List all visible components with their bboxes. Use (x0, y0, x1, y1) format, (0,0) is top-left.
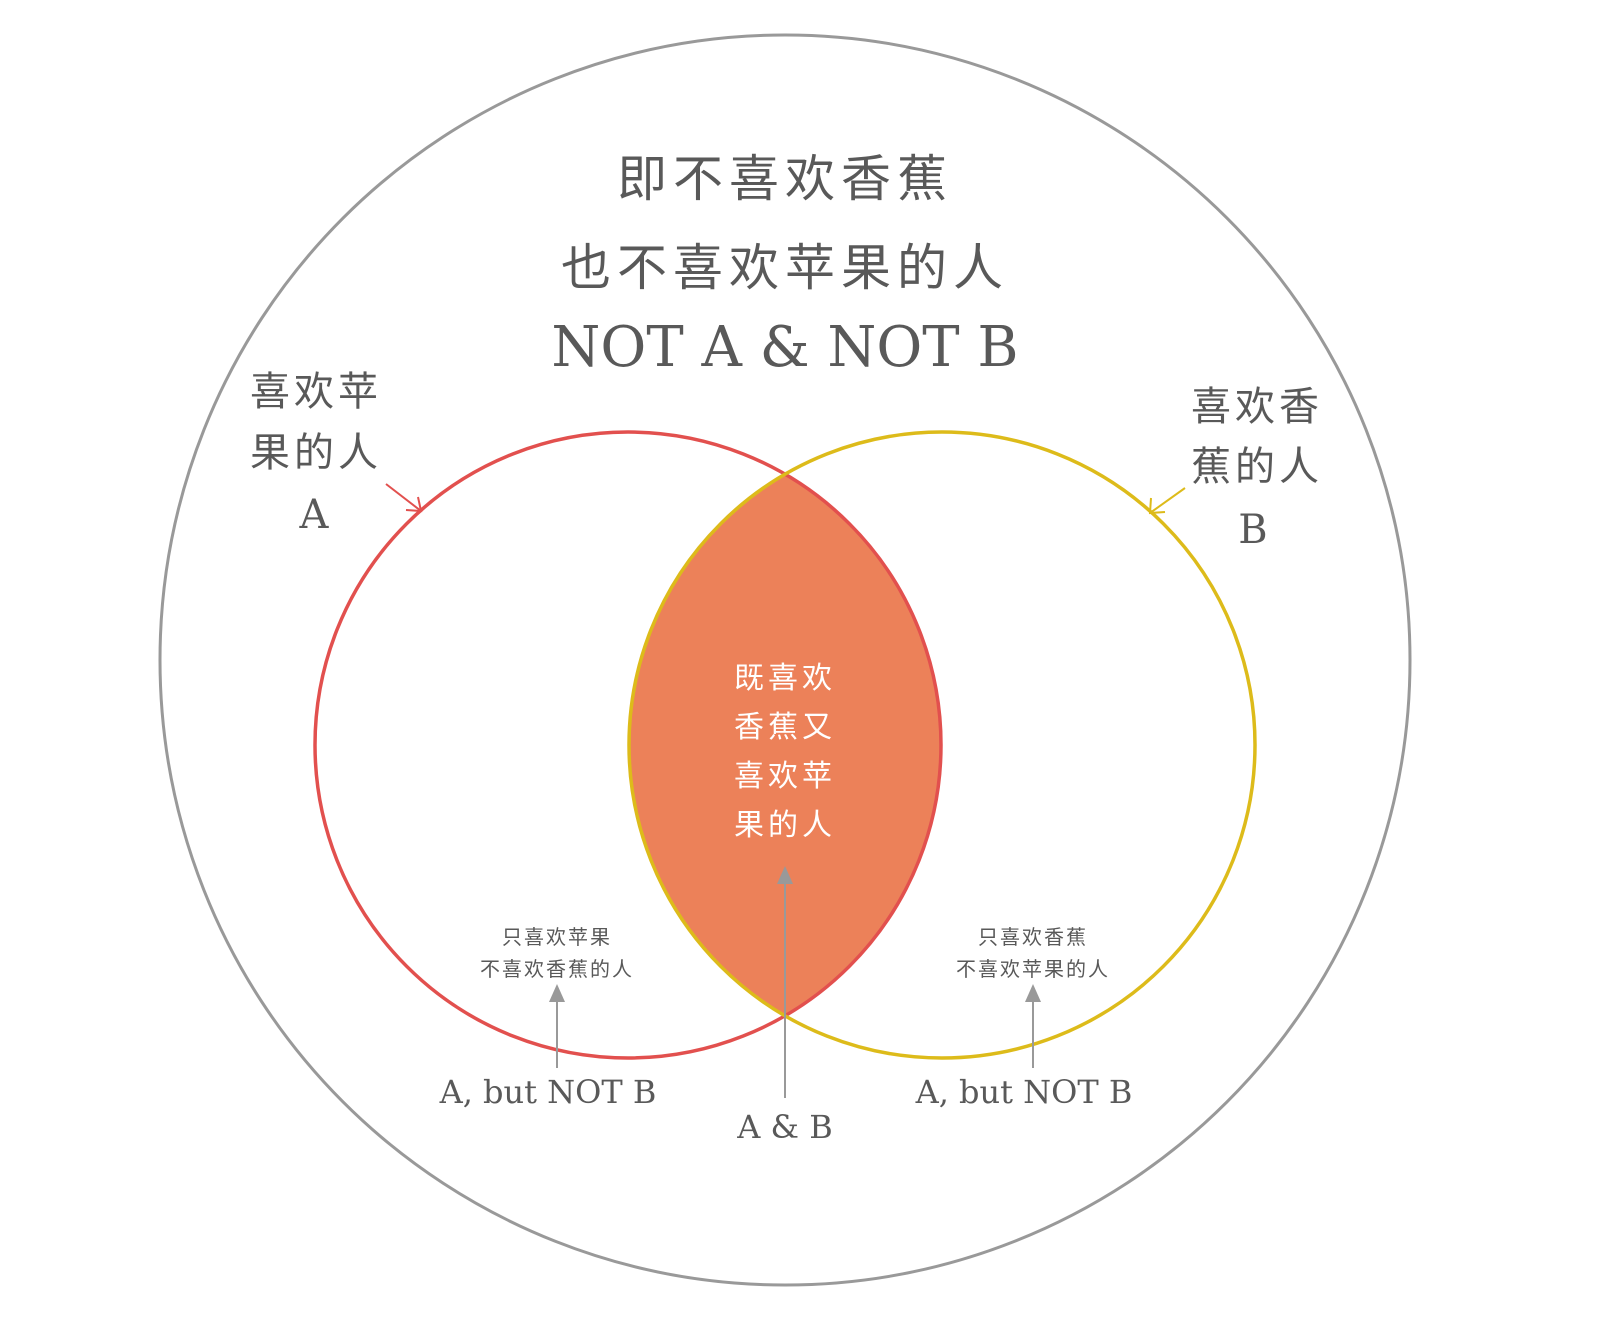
only-a-arrow (549, 984, 565, 1068)
set-a-arrow (385, 483, 423, 513)
intersection-formula: A & B (736, 1108, 832, 1146)
intersection-label-line3: 喜欢苹 (734, 759, 836, 794)
set-b-label-line1: 喜欢香 (1191, 384, 1323, 430)
set-b-arrow (1148, 487, 1186, 515)
only-a-label-line2: 不喜欢香蕉的人 (480, 957, 634, 981)
intersection-label-line4: 果的人 (734, 808, 836, 843)
outer-circle (158, 33, 1412, 1287)
only-b-label-line2: 不喜欢苹果的人 (956, 957, 1110, 981)
only-a-formula: A, but NOT B (439, 1073, 657, 1111)
only-b-arrow (1025, 984, 1041, 1068)
set-b-circle (627, 430, 1257, 1060)
set-a-circle (313, 430, 943, 1060)
intersection-label-line2: 香蕉又 (734, 710, 836, 745)
only-a-label-line1: 只喜欢苹果 (502, 925, 612, 949)
set-a-label-line1: 喜欢苹 (250, 369, 382, 415)
only-b-label-line1: 只喜欢香蕉 (978, 925, 1088, 949)
set-b-label-line2: 蕉的人 (1191, 444, 1323, 490)
outer-title-line2: 也不喜欢苹果的人 (561, 239, 1009, 297)
intersection-label-line1: 既喜欢 (734, 661, 836, 696)
outer-formula: NOT A & NOT B (551, 315, 1018, 380)
set-a-letter: A (299, 492, 330, 538)
intersection-arrow (777, 866, 793, 1098)
outer-title-line1: 即不喜欢香蕉 (617, 150, 953, 208)
set-a-label-line2: 果的人 (250, 430, 382, 476)
set-b-letter: B (1238, 507, 1267, 553)
only-b-formula: A, but NOT B (915, 1073, 1133, 1111)
